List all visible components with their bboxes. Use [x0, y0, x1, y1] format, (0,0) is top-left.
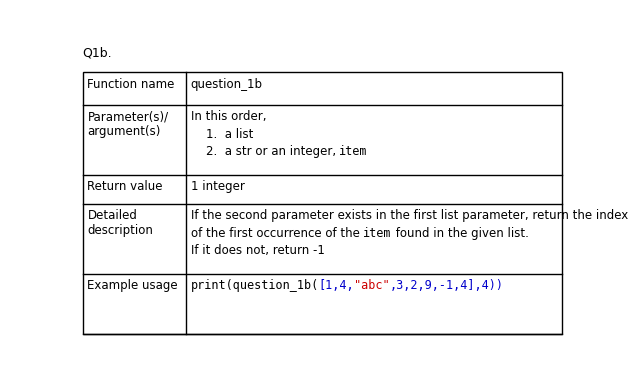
Text: ,3,2,9,-1,4],4)): ,3,2,9,-1,4],4)) — [390, 279, 504, 292]
Text: 2.  a str or an integer,: 2. a str or an integer, — [191, 145, 340, 158]
Text: item: item — [340, 145, 368, 158]
Text: print(question_1b(: print(question_1b( — [191, 279, 319, 292]
Text: question_1b: question_1b — [191, 78, 262, 91]
Text: 1.  a list: 1. a list — [191, 128, 253, 141]
Text: Function name: Function name — [87, 78, 175, 91]
Text: If it does not, return -1: If it does not, return -1 — [191, 244, 325, 257]
Text: In this order,: In this order, — [191, 110, 266, 123]
Text: Q1b.: Q1b. — [82, 46, 112, 59]
Text: If the second parameter exists in the first list parameter, return the index: If the second parameter exists in the fi… — [191, 209, 628, 222]
Text: Parameter(s)/
argument(s): Parameter(s)/ argument(s) — [87, 110, 169, 138]
Text: [1,4,: [1,4, — [319, 279, 354, 292]
Text: Detailed
description: Detailed description — [87, 209, 153, 237]
Text: Example usage: Example usage — [87, 279, 178, 292]
Text: found in the given list.: found in the given list. — [392, 227, 528, 240]
Text: "abc": "abc" — [354, 279, 390, 292]
Text: item: item — [363, 227, 392, 240]
Text: Return value: Return value — [87, 180, 163, 193]
Text: 1 integer: 1 integer — [191, 180, 245, 193]
Text: of the first occurrence of the: of the first occurrence of the — [191, 227, 363, 240]
